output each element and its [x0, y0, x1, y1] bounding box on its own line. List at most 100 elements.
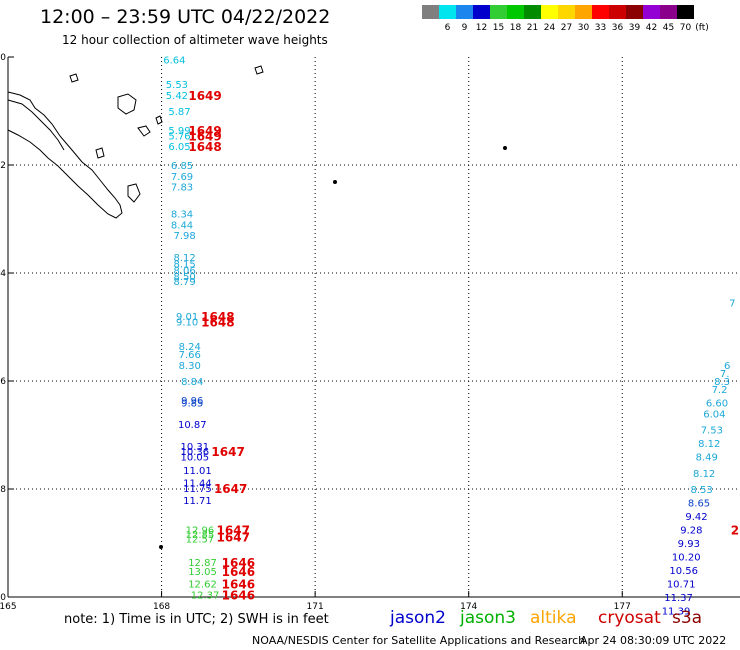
swh-value: 8.06	[173, 266, 195, 277]
satellite-label: cryosat	[598, 608, 661, 628]
swh-value: 10.56	[669, 566, 698, 577]
legend-tick-label: 45	[662, 23, 675, 33]
swh-value: 8.3	[714, 377, 730, 388]
new-caledonia-coast	[7, 91, 123, 219]
pass-time-label: 1648	[201, 316, 234, 330]
swh-value: 11.01	[183, 466, 212, 477]
swh-value: 6.64	[163, 56, 185, 67]
swh-value: 10.05	[181, 453, 210, 464]
lon-label: 177	[614, 602, 631, 612]
islet-north	[254, 65, 264, 75]
legend-swatch	[507, 5, 524, 19]
swh-value: 12.96	[186, 526, 215, 537]
legend-swatch	[660, 5, 677, 19]
legend-tick-label: 15	[492, 23, 505, 33]
satellite-label: s3a	[672, 608, 703, 628]
pass-time-label: 1648	[188, 140, 221, 154]
swh-value: 12.37	[191, 590, 220, 601]
pass-time-label: 1649	[188, 89, 221, 103]
swh-value: 8.30	[179, 361, 201, 372]
swh-value: 5.87	[168, 107, 190, 118]
swh-value: 8.53	[690, 485, 712, 496]
legend-swatch	[575, 5, 592, 19]
graticule	[7, 57, 740, 598]
swh-value: 12.57	[186, 535, 215, 546]
swh-value: 12.85	[186, 530, 215, 541]
lat-label: -20	[0, 53, 6, 63]
legend-tick-label: 42	[645, 23, 658, 33]
swh-value: 13.05	[188, 567, 217, 578]
pass-time-label: 1647	[214, 482, 247, 496]
pass-time-label: 1648	[201, 310, 234, 324]
swh-value: 9.28	[680, 526, 702, 537]
legend-swatch	[677, 5, 694, 19]
swh-value: 11.75	[183, 484, 212, 495]
isle-of-pines	[127, 183, 141, 203]
swh-value: 7.98	[173, 231, 195, 242]
legend-swatch	[524, 5, 541, 19]
map-title: 12:00 – 23:59 UTC 04/22/2022	[40, 6, 331, 28]
swh-value: 8.49	[696, 453, 718, 464]
reef-islet	[95, 147, 105, 159]
swh-value: 10.31	[181, 442, 210, 453]
loyalty-island-4	[69, 73, 79, 83]
legend-swatch	[422, 5, 439, 19]
legend-swatch	[490, 5, 507, 19]
swh-value: 5.99	[168, 126, 190, 137]
legend-tick-label: 39	[628, 23, 641, 33]
swh-value: 9.96	[181, 396, 203, 407]
pass-time-label: 2	[731, 524, 739, 538]
lon-label: 171	[307, 602, 324, 612]
swh-value: 8.15	[173, 259, 195, 270]
legend-tick-label: 36	[611, 23, 624, 33]
swh-value: 8.84	[181, 377, 203, 388]
legend-tick-label: 30	[577, 23, 590, 33]
swh-value: 7.	[720, 369, 730, 380]
swh-value: 9.10	[176, 318, 198, 329]
swh-value: 8.44	[171, 220, 193, 231]
swh-value: 9.85	[181, 399, 203, 410]
pass-time-label: 1647	[217, 524, 250, 538]
swh-value: 11.39	[662, 607, 691, 618]
generated-timestamp: Apr 24 08:30:09 UTC 2022	[580, 634, 727, 647]
satellite-label: jason3	[460, 608, 516, 628]
swh-value: 6.04	[703, 409, 725, 420]
pass-time-label: 1646	[222, 556, 255, 570]
legend-swatch	[643, 5, 660, 19]
pass-time-label: 1646	[222, 588, 255, 602]
swh-value: 8.50	[173, 272, 195, 283]
pass-time-label: 1647	[217, 531, 250, 545]
swh-value: 10.20	[672, 553, 701, 564]
loyalty-island-2	[137, 125, 151, 137]
footer-note: note: 1) Time is in UTC; 2) SWH is in fe…	[64, 612, 329, 627]
islet-south	[159, 545, 163, 549]
lat-label: -30	[0, 593, 6, 603]
swh-value: 7.69	[171, 172, 193, 183]
loyalty-island-1	[117, 93, 137, 115]
legend-swatch	[609, 5, 626, 19]
coastline	[7, 65, 507, 549]
legend-tick-label: 6	[444, 23, 451, 33]
matthew-island	[503, 146, 507, 150]
lon-label: 165	[0, 602, 17, 612]
legend-tick-label: 21	[526, 23, 539, 33]
lat-label: -22	[0, 161, 6, 171]
legend-swatch	[439, 5, 456, 19]
swh-value: 6	[724, 361, 730, 372]
swh-value: 5.76	[168, 131, 190, 142]
legend-swatch	[541, 5, 558, 19]
legend-swatch	[626, 5, 643, 19]
swh-value: 8.34	[171, 210, 193, 221]
pass-time-label: 1649	[188, 129, 221, 143]
credit-text: NOAA/NESDIS Center for Satellite Applica…	[252, 634, 586, 647]
swh-value: 7.83	[171, 183, 193, 194]
legend-unit: (ft)	[695, 23, 709, 33]
lat-label: -26	[0, 377, 6, 387]
swh-value: 9.42	[685, 512, 707, 523]
swh-value: 6.60	[706, 399, 728, 410]
legend-tick-label: 27	[560, 23, 573, 33]
legend-tick-label: 24	[543, 23, 556, 33]
satellite-label: altika	[530, 608, 577, 628]
lon-label: 174	[460, 602, 477, 612]
